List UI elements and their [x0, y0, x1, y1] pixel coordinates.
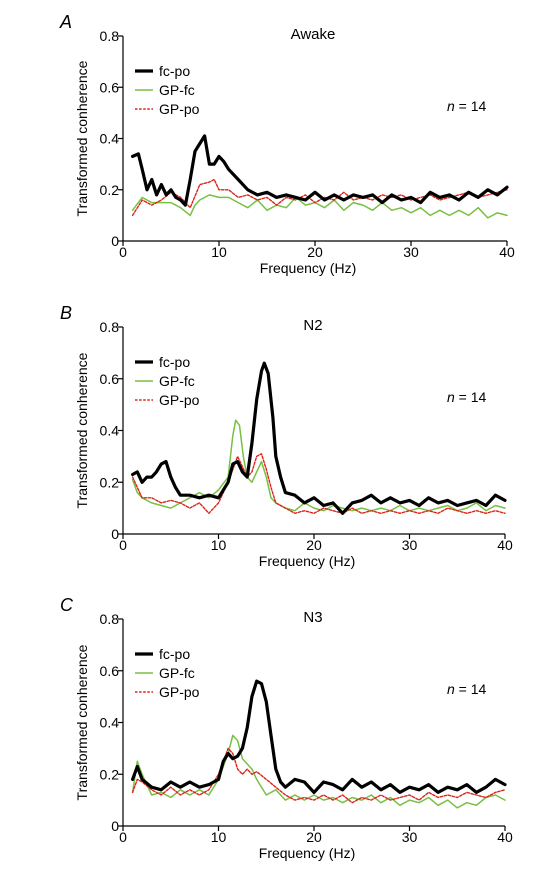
x-tick-label: 0 [119, 537, 127, 553]
x-tick-label: 40 [499, 244, 515, 260]
x-axis-label: Frequency (Hz) [259, 845, 355, 861]
y-tick-label: 0.4 [100, 423, 120, 439]
series-line-fc-po [131, 679, 507, 794]
y-tick-label: 0.8 [100, 319, 120, 335]
sample-size-label: n = 14 [447, 389, 487, 405]
x-tick-label: 0 [119, 829, 127, 845]
y-tick-label: 0.8 [100, 28, 120, 44]
panel-title: N3 [303, 609, 322, 626]
y-tick-label: 0.6 [100, 79, 120, 95]
panel-title: N2 [303, 317, 322, 334]
legend-label: GP-fc [159, 82, 195, 98]
sample-size-label: n = 14 [447, 98, 487, 114]
y-axis-label: Transformed conherence [74, 352, 90, 508]
series-line-gp-po [131, 178, 508, 217]
n-value: = 14 [455, 389, 487, 405]
y-tick-label: 0.2 [100, 766, 120, 782]
n-symbol: n [447, 681, 455, 697]
y-tick-label: 0.6 [100, 371, 120, 387]
legend-label: GP-po [159, 684, 200, 700]
y-tick-label: 0 [111, 233, 119, 249]
series-line-fc-po [131, 361, 507, 515]
series-line-gp-po [131, 747, 506, 804]
chart-panel-a: A Awake 0 0.2 0.4 0.6 0.8 0 10 20 30 40 Frequency (H… [59, 12, 515, 276]
y-tick-label: 0.4 [100, 131, 120, 147]
n-value: = 14 [455, 98, 487, 114]
x-tick-label: 30 [403, 244, 419, 260]
n-symbol: n [447, 389, 455, 405]
x-tick-label: 10 [211, 537, 227, 553]
x-tick-label: 30 [402, 829, 418, 845]
x-axis-label: Frequency (Hz) [259, 553, 355, 569]
legend-label: GP-po [159, 101, 200, 117]
sample-size-label: n = 14 [447, 681, 487, 697]
y-tick-label: 0.8 [100, 611, 120, 627]
n-value: = 14 [455, 681, 487, 697]
x-axis-label: Frequency (Hz) [260, 260, 356, 276]
x-tick-label: 10 [211, 244, 227, 260]
x-tick-label: 20 [306, 829, 322, 845]
chart-panel-c: C N3 0 0.2 0.4 0.6 0.8 0 10 20 30 40 Frequency (Hz) T… [60, 595, 513, 861]
x-tick-label: 20 [306, 537, 322, 553]
y-axis-label: Transformed conherence [74, 644, 90, 800]
y-tick-label: 0.2 [100, 182, 120, 198]
y-tick-label: 0 [111, 818, 119, 834]
panel-title: Awake [291, 26, 336, 43]
y-tick-label: 0.2 [100, 474, 120, 490]
y-tick-label: 0.4 [100, 715, 120, 731]
panel-letter: B [60, 303, 72, 323]
x-tick-label: 40 [497, 537, 513, 553]
panel-letter: C [60, 595, 74, 615]
legend-label: GP-fc [159, 665, 195, 681]
x-tick-label: 0 [119, 244, 127, 260]
chart-panel-b: B N2 0 0.2 0.4 0.6 0.8 0 10 20 30 40 Frequency (Hz) T… [60, 303, 513, 569]
x-tick-label: 30 [402, 537, 418, 553]
panel-letter: A [59, 12, 72, 32]
legend-label: fc-po [159, 354, 190, 370]
series-line-gp-po [131, 453, 506, 514]
series-line-fc-po [131, 134, 509, 207]
x-tick-label: 10 [211, 829, 227, 845]
legend-label: GP-fc [159, 373, 195, 389]
series-line-gp-fc [131, 419, 506, 512]
legend-label: fc-po [159, 63, 190, 79]
x-tick-label: 20 [307, 244, 323, 260]
legend-label: fc-po [159, 646, 190, 662]
x-tick-label: 40 [497, 829, 513, 845]
n-symbol: n [447, 98, 455, 114]
series-line-gp-fc [131, 734, 506, 809]
legend-label: GP-po [159, 392, 200, 408]
y-tick-label: 0 [111, 526, 119, 542]
y-tick-label: 0.6 [100, 663, 120, 679]
y-axis-label: Transformed conherence [74, 60, 90, 216]
